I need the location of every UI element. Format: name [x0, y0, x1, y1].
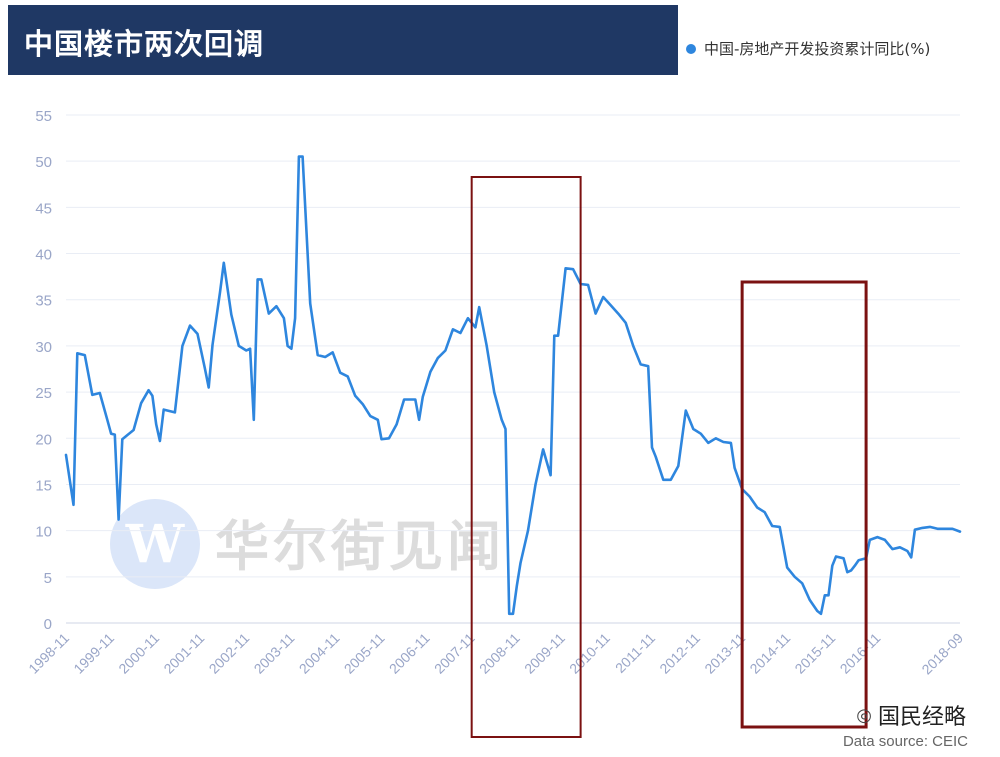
- y-tick-label: 45: [35, 200, 52, 217]
- x-tick-label: 2015-11: [791, 630, 838, 677]
- data-source: Data source: CEIC: [842, 733, 968, 750]
- x-tick-label: 2003-11: [251, 630, 298, 677]
- watermark-text: 华尔街见闻: [215, 514, 505, 578]
- x-tick-label: 2001-11: [160, 630, 207, 677]
- highlight-box: [740, 280, 868, 729]
- watermark: W 华尔街见闻: [110, 499, 505, 589]
- x-tick-label: 2008-11: [476, 630, 523, 677]
- highlight-box: [470, 176, 582, 738]
- watermark-bottom-text: 国民经略: [877, 705, 966, 730]
- y-tick-label: 30: [35, 339, 52, 356]
- x-tick-label: 2006-11: [386, 630, 433, 677]
- y-tick-label: 0: [44, 616, 52, 633]
- x-tick-label: 2010-11: [566, 630, 613, 677]
- y-tick-label: 15: [35, 477, 52, 494]
- x-tick-label: 2012-11: [656, 630, 703, 677]
- grid: [66, 114, 960, 624]
- legend-marker: [686, 43, 696, 54]
- x-tick-label: 2018-09: [918, 630, 966, 678]
- watermark-logo: [110, 499, 200, 589]
- y-tick-label: 55: [35, 108, 52, 125]
- watermark-bottom: ◎ 国民经略: [856, 699, 966, 731]
- x-tick-label: 2011-11: [612, 630, 658, 676]
- legend-label: 中国-房地产开发投资累计同比(%): [704, 40, 931, 58]
- legend: 中国-房地产开发投资累计同比(%): [686, 38, 930, 59]
- title-bar: 中国楼市两次回调: [8, 5, 678, 75]
- y-tick-label: 50: [35, 154, 52, 171]
- x-tick-label: 2016-11: [837, 630, 884, 677]
- y-tick-label: 40: [35, 247, 52, 264]
- highlight-boxes: [470, 176, 868, 738]
- x-tick-label: 2000-11: [115, 630, 162, 677]
- series-line: [64, 155, 962, 616]
- y-tick-labels: 0 5 10 15 20 25 30 35 40 45 50 55: [35, 108, 52, 633]
- x-tick-label: 2009-11: [521, 630, 568, 677]
- x-tick-label: 2014-11: [746, 630, 793, 677]
- x-tick-label: 2005-11: [341, 630, 388, 677]
- y-tick-label: 35: [35, 293, 52, 310]
- y-tick-label: 25: [35, 385, 52, 402]
- chart-title: 中国楼市两次回调: [24, 27, 265, 61]
- y-tick-label: 10: [35, 524, 52, 541]
- x-tick-label: 1999-11: [70, 630, 117, 677]
- y-tick-label: 20: [35, 431, 52, 448]
- x-tick-labels: 1998-111999-112000-112001-112002-112003-…: [25, 630, 966, 678]
- wechat-icon: ◎: [856, 704, 872, 726]
- x-tick-label: 2004-11: [296, 630, 343, 677]
- x-tick-label: 1998-11: [25, 630, 72, 677]
- y-tick-label: 5: [44, 570, 52, 587]
- watermark-logo-letter: W: [125, 514, 186, 575]
- x-tick-label: 2002-11: [206, 630, 253, 677]
